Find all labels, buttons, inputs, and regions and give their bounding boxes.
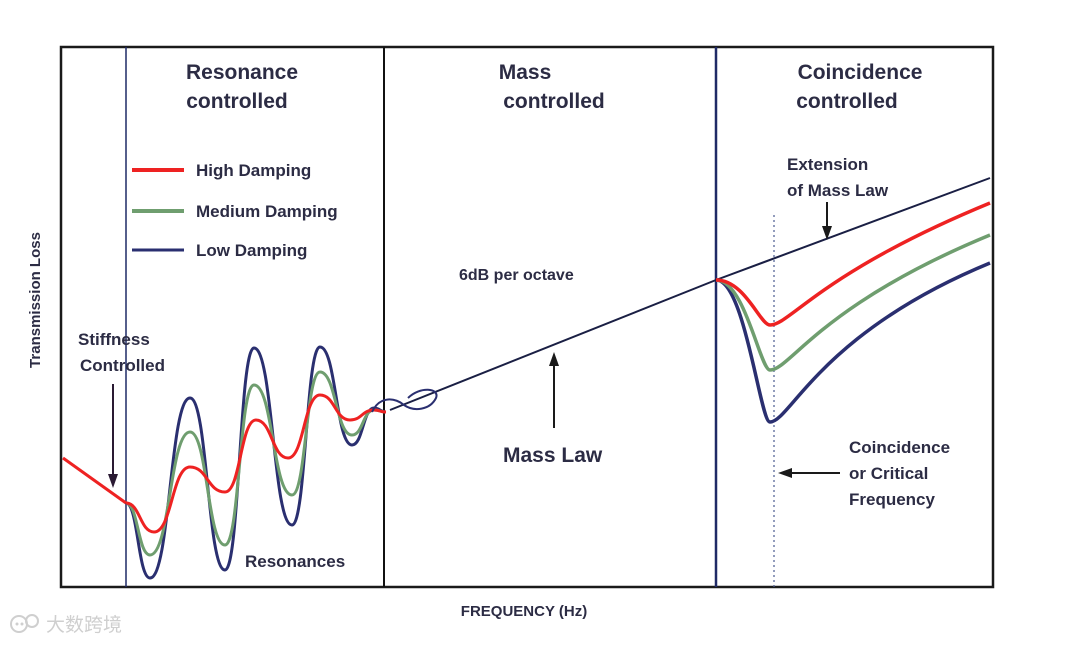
plot-frame [59, 45, 995, 589]
extension-label-1: Extension [787, 155, 868, 174]
watermark: 大数跨境 [8, 610, 122, 637]
legend-medium-label: Medium Damping [196, 202, 338, 221]
mass-law-label: Mass Law [503, 444, 603, 467]
resonances-label: Resonances [245, 552, 345, 571]
stiffness-label-1: Stiffness [78, 330, 150, 349]
stiffness-curve [62, 456, 127, 505]
region-resonance-title-1: Resonance [186, 61, 298, 84]
region-mass-title-2: controlled [503, 90, 605, 113]
coincidence-low-curve [715, 261, 991, 424]
extension-arrow-head [822, 226, 832, 240]
x-axis-label: FREQUENCY (Hz) [461, 603, 587, 620]
region-mass-title-1: Mass [499, 61, 552, 84]
mass-law-line [389, 177, 991, 411]
region-coincidence-title-2: controlled [796, 90, 898, 113]
stiffness-label-2: Controlled [80, 356, 165, 375]
coincidence-label-2: or Critical [849, 464, 928, 483]
region-coincidence-title-1: Coincidence [798, 61, 923, 84]
region-resonance-title-2: controlled [186, 90, 288, 113]
mass-law-arrow-head [549, 352, 559, 366]
coincidence-high-curve [715, 201, 991, 327]
high-damping-curve [125, 393, 387, 534]
y-axis-label: Transmission Loss [27, 232, 44, 368]
legend-low-label: Low Damping [196, 241, 307, 260]
coincidence-label-1: Coincidence [849, 438, 950, 457]
coincidence-arrow-head [778, 468, 792, 478]
legend-high-label: High Damping [196, 161, 311, 180]
medium-damping-curve [125, 370, 387, 557]
coincidence-medium-curve [715, 233, 991, 372]
coincidence-label-3: Frequency [849, 490, 936, 509]
slope-label: 6dB per octave [459, 267, 574, 284]
extension-label-2: of Mass Law [787, 181, 889, 200]
transition-loop [371, 388, 438, 413]
low-damping-curve [125, 345, 387, 580]
watermark-text: 大数跨境 [46, 614, 123, 636]
stiffness-arrow-head [108, 474, 118, 488]
speech-bubble-logo-icon [10, 613, 39, 633]
